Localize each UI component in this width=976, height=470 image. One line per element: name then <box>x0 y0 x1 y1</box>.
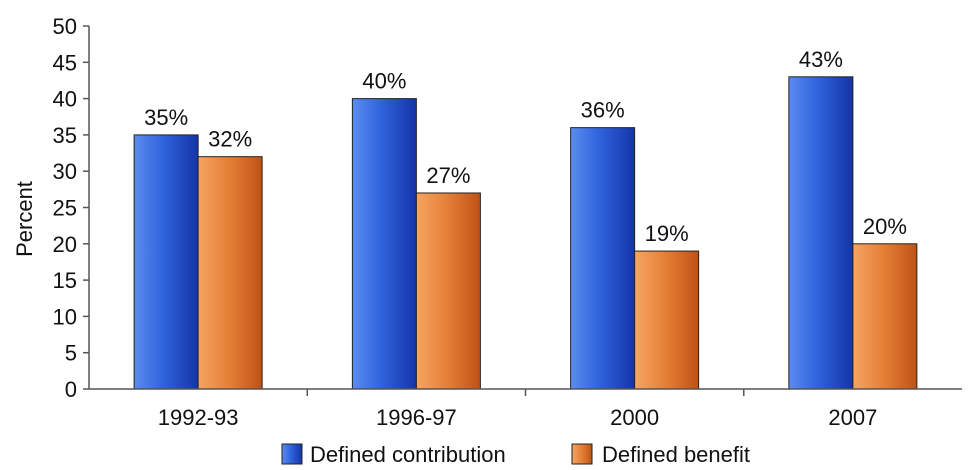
data-label-defined-contribution: 36% <box>581 98 625 123</box>
data-label-defined-benefit: 27% <box>426 163 470 188</box>
y-tick-label: 0 <box>65 377 77 402</box>
x-tick-label: 1996-97 <box>376 405 457 430</box>
bar-defined-benefit <box>415 192 481 390</box>
bar-defined-contribution <box>133 134 199 390</box>
y-tick-label: 50 <box>53 14 77 39</box>
y-tick-label: 30 <box>53 159 77 184</box>
y-tick-label: 5 <box>65 341 77 366</box>
bar-defined-benefit <box>197 156 263 390</box>
data-label-defined-contribution: 35% <box>144 105 188 130</box>
legend-label-defined-benefit: Defined benefit <box>602 442 750 467</box>
y-axis: 0 5 10 15 20 25 30 35 40 45 50 <box>53 14 89 402</box>
bar-defined-contribution <box>570 127 636 390</box>
y-tick-label: 40 <box>53 87 77 112</box>
data-labels-group: 35% 32% 40% 27% 36% 19% 43% 20% <box>144 47 907 246</box>
data-label-defined-contribution: 40% <box>362 69 406 94</box>
y-tick-label: 35 <box>53 123 77 148</box>
x-tick-label: 2000 <box>610 405 659 430</box>
y-tick-label: 20 <box>53 232 77 257</box>
y-tick-label: 15 <box>53 268 77 293</box>
legend-swatch-defined-contribution <box>281 443 303 465</box>
bar-defined-contribution <box>788 76 854 390</box>
bar-defined-benefit <box>634 250 700 390</box>
data-label-defined-benefit: 32% <box>208 127 252 152</box>
x-tick-label: 1992-93 <box>158 405 239 430</box>
y-tick-label: 25 <box>53 196 77 221</box>
bars-group <box>133 76 918 390</box>
y-tick-label: 45 <box>53 50 77 75</box>
legend-swatch-defined-benefit <box>571 443 593 465</box>
x-axis: 1992-93 1996-97 2000 2007 <box>158 389 877 430</box>
data-label-defined-benefit: 20% <box>863 214 907 239</box>
data-label-defined-contribution: 43% <box>799 47 843 72</box>
data-label-defined-benefit: 19% <box>645 221 689 246</box>
bar-defined-benefit <box>852 243 918 390</box>
y-axis-title: Percent <box>12 181 37 257</box>
y-tick-label: 10 <box>53 304 77 329</box>
legend-label-defined-contribution: Defined contribution <box>310 442 506 467</box>
x-tick-label: 2007 <box>828 405 877 430</box>
legend: Defined contribution Defined benefit <box>281 442 750 467</box>
bar-defined-contribution <box>351 98 417 390</box>
